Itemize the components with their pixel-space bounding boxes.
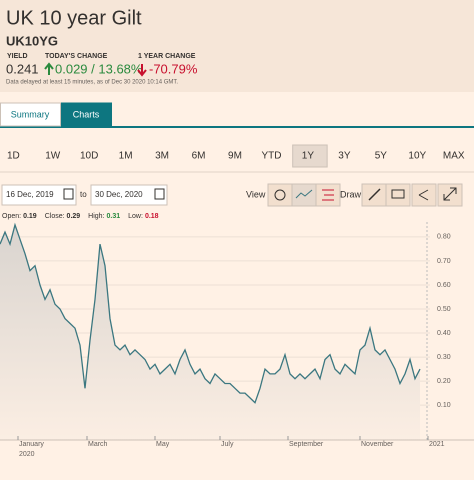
calendar-icon [63, 188, 74, 200]
up-arrow [44, 62, 54, 75]
date-from: 16 Dec, 2019 [6, 190, 54, 199]
range-button[interactable]: 10D [80, 151, 98, 162]
range-button[interactable]: MAX [443, 151, 465, 162]
share-icon [418, 189, 429, 201]
expand-button[interactable] [437, 183, 463, 207]
stat-label: 1 YEAR CHANGE [138, 53, 196, 60]
date-input[interactable] [90, 184, 168, 206]
legend-value: 0.18 [145, 213, 159, 220]
line [0, 222, 421, 404]
range-button[interactable]: 10Y [408, 151, 426, 162]
view-button[interactable] [267, 183, 293, 207]
to-label: to [80, 190, 87, 199]
legend-label: High: [88, 213, 104, 220]
x-tick-label: May [156, 441, 170, 448]
view-label: View [246, 189, 266, 199]
y-tick-label: 0.80 [437, 234, 451, 241]
range-button[interactable]: 1W [45, 151, 61, 162]
header-bg [0, 0, 474, 92]
range-button[interactable]: 3Y [338, 151, 351, 162]
stat-value: 0.029 / 13.68% [55, 61, 143, 76]
pen-icon [368, 188, 381, 201]
x-tick-label: March [88, 441, 108, 448]
date-to: 30 Dec, 2020 [95, 190, 143, 199]
area [0, 224, 420, 440]
range-button[interactable]: 6M [192, 151, 206, 162]
legend-value: 0.29 [67, 213, 81, 220]
range-button-active[interactable] [292, 144, 328, 168]
x-tick-label: 2021 [429, 441, 445, 448]
clock-icon [274, 189, 286, 201]
y-tick-label: 0.10 [437, 402, 451, 409]
x-tick-label: September [289, 441, 324, 448]
y-tick-label: 0.30 [437, 354, 451, 361]
range-button[interactable]: 1M [119, 151, 133, 162]
y-tick-label: 0.40 [437, 330, 451, 337]
range-button[interactable]: 5Y [375, 151, 388, 162]
stat-value: 0.241 [6, 61, 39, 76]
range-button[interactable]: 1D [7, 151, 20, 162]
stat-label: YIELD [7, 53, 28, 60]
range-button[interactable]: YTD [261, 151, 281, 162]
range-button[interactable]: 3M [155, 151, 169, 162]
draw-button[interactable] [385, 183, 411, 207]
tab-label: Charts [73, 109, 100, 119]
y-tick-label: 0.20 [437, 378, 451, 385]
calendar-icon [154, 188, 165, 200]
share-button[interactable] [411, 183, 437, 207]
y-tick-label: 0.50 [437, 306, 451, 313]
expand-icon [443, 187, 457, 201]
tab-label: Summary [11, 109, 50, 119]
stat-label: TODAY'S CHANGE [45, 53, 108, 60]
stat-value: -70.79% [149, 61, 198, 76]
range-button[interactable]: 9M [228, 151, 242, 162]
settings-icon [322, 189, 334, 201]
line-icon [295, 189, 313, 199]
legend-value: 0.19 [23, 213, 37, 220]
legend-label: Close: [45, 213, 65, 220]
comment-icon [391, 189, 405, 199]
draw-label: Draw [340, 189, 362, 199]
tab[interactable] [0, 102, 61, 127]
note: Data delayed at least 15 minutes, as of … [6, 80, 178, 86]
x-tick-label: July [221, 441, 234, 448]
symbol: UK10YG [6, 33, 58, 48]
x-year-label: 2020 [19, 451, 35, 458]
y-tick-label: 0.60 [437, 282, 451, 289]
x-tick-label: November [361, 441, 394, 448]
legend-value: 0.31 [107, 213, 121, 220]
date-input[interactable] [1, 184, 77, 206]
title: UK 10 year Gilt [6, 7, 142, 29]
x-tick-label: January [19, 441, 44, 448]
tab[interactable] [61, 102, 112, 127]
legend-label: Open: [2, 213, 21, 220]
range-button[interactable]: 1Y [302, 151, 315, 162]
legend-label: Low: [128, 213, 143, 220]
y-tick-label: 0.70 [437, 258, 451, 265]
down-arrow [137, 64, 147, 77]
